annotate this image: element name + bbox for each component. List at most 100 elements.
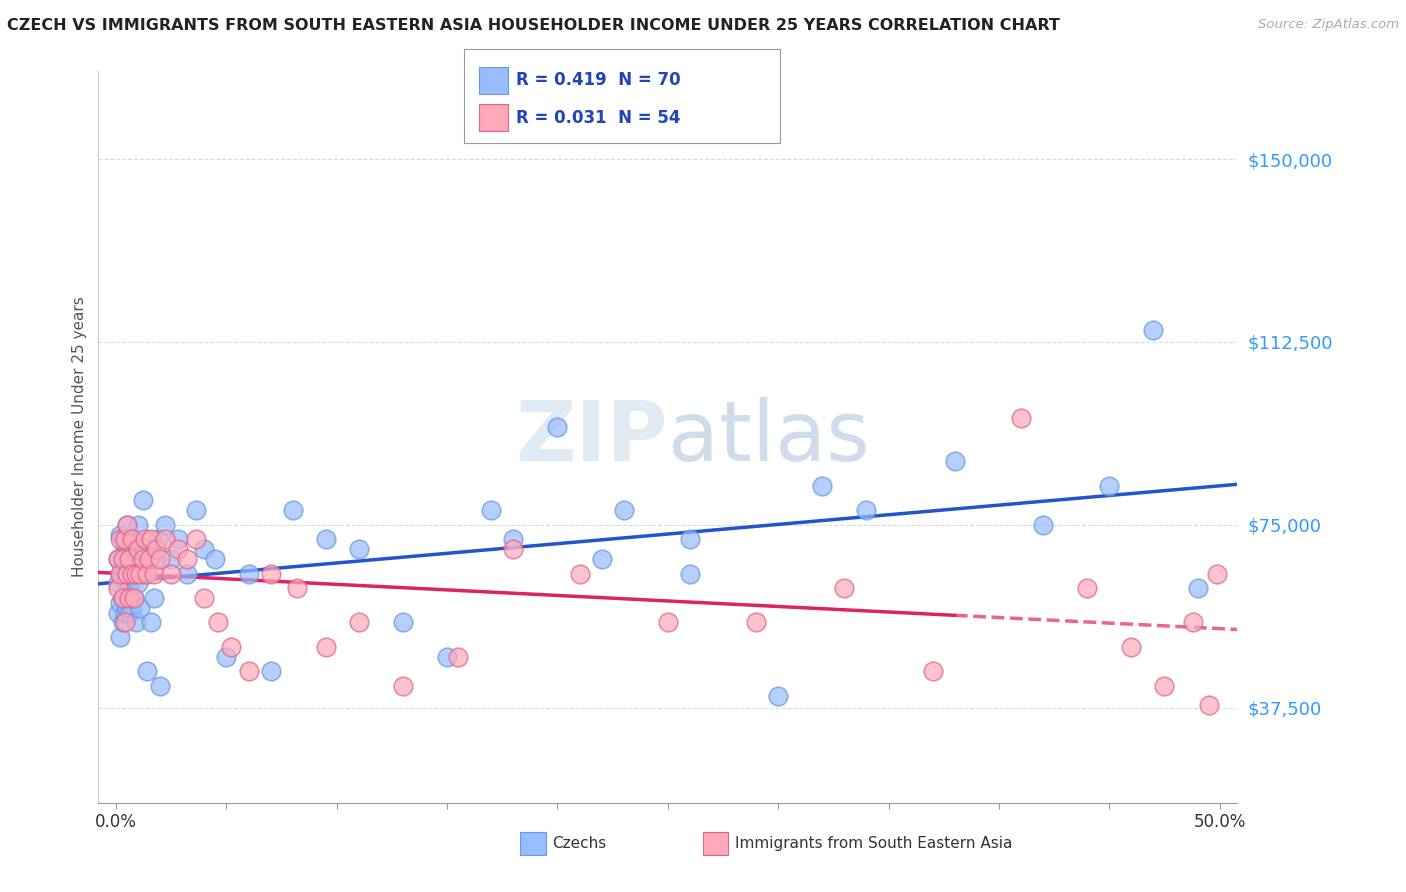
Point <box>115 517 138 532</box>
Point <box>121 566 143 581</box>
Point <box>149 552 172 566</box>
Point <box>1098 479 1121 493</box>
Point <box>134 533 156 547</box>
Point <box>502 542 524 557</box>
Point <box>111 591 134 605</box>
Point <box>1076 581 1098 595</box>
Point <box>121 566 143 581</box>
Point <box>1182 615 1205 630</box>
Point <box>141 615 163 630</box>
Text: atlas: atlas <box>668 397 869 477</box>
Point <box>114 615 136 630</box>
Point <box>146 533 169 547</box>
Point <box>613 503 636 517</box>
Text: Source: ZipAtlas.com: Source: ZipAtlas.com <box>1258 18 1399 31</box>
Point <box>215 649 238 664</box>
Point <box>679 533 702 547</box>
Point <box>193 542 215 557</box>
Point <box>121 533 143 547</box>
Point <box>115 572 138 586</box>
Point <box>107 581 129 595</box>
Point <box>347 615 370 630</box>
Point <box>118 552 141 566</box>
Point <box>315 533 337 547</box>
Point <box>281 503 304 517</box>
Point <box>193 591 215 605</box>
Point <box>392 615 415 630</box>
Point <box>184 503 207 517</box>
Point <box>176 552 198 566</box>
Point <box>447 649 470 664</box>
Point <box>1032 517 1054 532</box>
Point <box>114 606 136 620</box>
Point <box>1198 698 1220 713</box>
Point <box>855 503 877 517</box>
Point <box>149 679 172 693</box>
Point <box>110 596 132 610</box>
Point <box>111 615 134 630</box>
Point <box>176 566 198 581</box>
Point <box>110 527 132 541</box>
Point <box>153 517 176 532</box>
Point <box>568 566 591 581</box>
Text: Czechs: Czechs <box>553 836 607 851</box>
Point <box>107 576 129 591</box>
Point <box>943 454 966 468</box>
Point <box>184 533 207 547</box>
Point <box>145 552 167 566</box>
Point <box>1142 323 1164 337</box>
Point <box>118 581 141 595</box>
Point <box>138 552 160 566</box>
Point <box>110 566 132 581</box>
Point <box>285 581 308 595</box>
Point <box>167 542 190 557</box>
Text: R = 0.031  N = 54: R = 0.031 N = 54 <box>516 109 681 127</box>
Point <box>110 566 132 581</box>
Point <box>238 664 260 678</box>
Text: ZIP: ZIP <box>516 397 668 477</box>
Point <box>134 566 156 581</box>
Point <box>136 566 159 581</box>
Point <box>138 542 160 557</box>
Point <box>115 542 138 557</box>
Point <box>110 630 132 644</box>
Point <box>118 552 141 566</box>
Point <box>114 562 136 576</box>
Point <box>167 533 190 547</box>
Point <box>110 533 132 547</box>
Point <box>125 552 148 566</box>
Point <box>114 576 136 591</box>
Point <box>122 591 145 605</box>
Point <box>502 533 524 547</box>
Point <box>207 615 229 630</box>
Point <box>107 552 129 566</box>
Point <box>115 517 138 532</box>
Point <box>547 420 569 434</box>
Point <box>127 576 149 591</box>
Point <box>436 649 458 664</box>
Point <box>142 566 165 581</box>
Point <box>657 615 679 630</box>
Point <box>115 566 138 581</box>
Point <box>811 479 834 493</box>
Point <box>347 542 370 557</box>
Point <box>921 664 943 678</box>
Point <box>834 581 856 595</box>
Point <box>131 493 153 508</box>
Point <box>118 606 141 620</box>
Point <box>111 552 134 566</box>
Point <box>114 542 136 557</box>
Point <box>121 600 143 615</box>
Point <box>204 552 226 566</box>
Point <box>1206 566 1229 581</box>
Point <box>745 615 768 630</box>
Text: Immigrants from South Eastern Asia: Immigrants from South Eastern Asia <box>735 836 1012 851</box>
Point <box>111 533 134 547</box>
Point <box>127 517 149 532</box>
Point <box>1121 640 1143 654</box>
Point <box>160 566 183 581</box>
Point <box>129 566 152 581</box>
Point <box>392 679 415 693</box>
Point <box>766 689 789 703</box>
Point <box>107 606 129 620</box>
